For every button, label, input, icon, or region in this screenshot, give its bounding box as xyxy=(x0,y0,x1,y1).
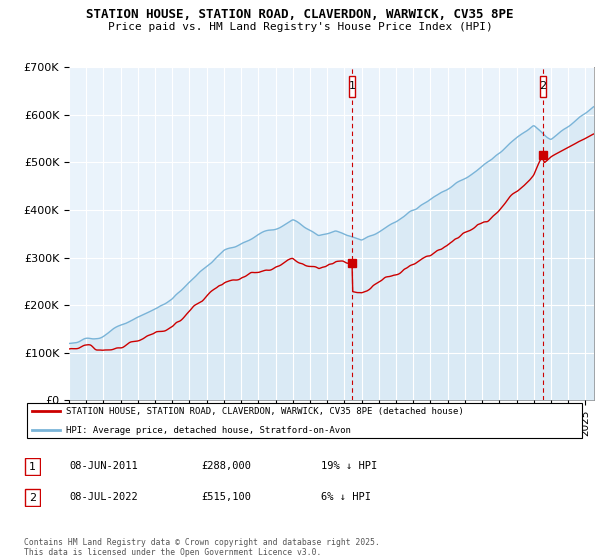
FancyBboxPatch shape xyxy=(25,489,40,506)
Text: STATION HOUSE, STATION ROAD, CLAVERDON, WARWICK, CV35 8PE (detached house): STATION HOUSE, STATION ROAD, CLAVERDON, … xyxy=(66,407,464,416)
FancyBboxPatch shape xyxy=(539,76,546,97)
Text: HPI: Average price, detached house, Stratford-on-Avon: HPI: Average price, detached house, Stra… xyxy=(66,426,351,435)
Text: £288,000: £288,000 xyxy=(201,461,251,471)
Text: 6% ↓ HPI: 6% ↓ HPI xyxy=(321,492,371,502)
Text: 08-JUL-2022: 08-JUL-2022 xyxy=(69,492,138,502)
FancyBboxPatch shape xyxy=(349,76,355,97)
Text: 08-JUN-2011: 08-JUN-2011 xyxy=(69,461,138,471)
Text: 1: 1 xyxy=(29,462,36,472)
Text: 2: 2 xyxy=(539,81,546,91)
Text: STATION HOUSE, STATION ROAD, CLAVERDON, WARWICK, CV35 8PE: STATION HOUSE, STATION ROAD, CLAVERDON, … xyxy=(86,8,514,21)
FancyBboxPatch shape xyxy=(25,459,40,475)
Text: 2: 2 xyxy=(29,493,36,502)
Text: 19% ↓ HPI: 19% ↓ HPI xyxy=(321,461,377,471)
FancyBboxPatch shape xyxy=(27,403,582,438)
Text: £515,100: £515,100 xyxy=(201,492,251,502)
Text: 1: 1 xyxy=(349,81,355,91)
Text: Price paid vs. HM Land Registry's House Price Index (HPI): Price paid vs. HM Land Registry's House … xyxy=(107,22,493,32)
Text: Contains HM Land Registry data © Crown copyright and database right 2025.
This d: Contains HM Land Registry data © Crown c… xyxy=(24,538,380,557)
